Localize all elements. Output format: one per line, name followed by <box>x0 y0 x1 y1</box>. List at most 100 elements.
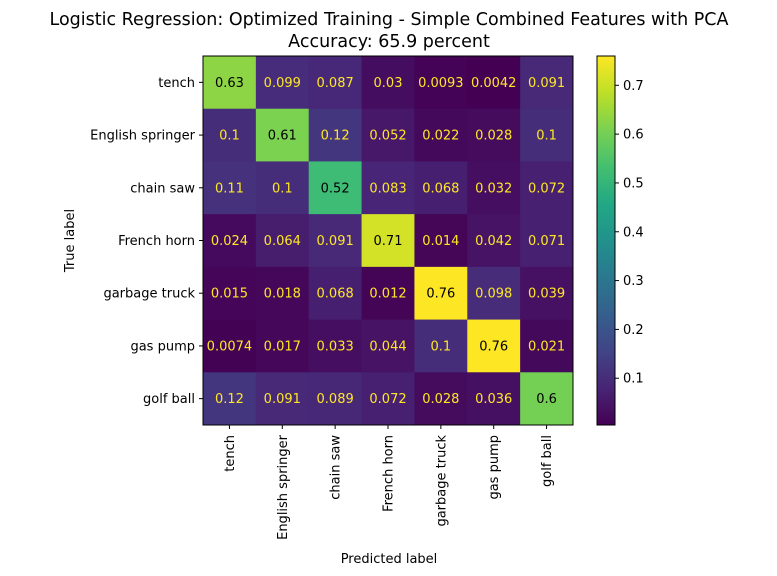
y-tick-label: chain saw <box>130 181 195 196</box>
colorbar-tick-label: 0.5 <box>623 176 644 191</box>
heatmap-cell <box>203 319 257 373</box>
x-tick-label: English springer <box>276 434 291 540</box>
x-tick-label: tench <box>223 435 238 472</box>
heatmap-cell <box>361 56 415 110</box>
heatmap-cell <box>203 161 257 215</box>
heatmap-cell <box>255 161 310 215</box>
heatmap-cell <box>308 161 363 215</box>
heatmap-cell <box>203 372 257 426</box>
cell-value-label: 0.1 <box>431 339 452 354</box>
cell-value-label: 0.028 <box>422 392 459 407</box>
cell-value-label: 0.064 <box>264 234 301 249</box>
cell-value-label: 0.098 <box>475 287 512 302</box>
cell-value-label: 0.039 <box>528 287 565 302</box>
heatmap-cells: 0.63 0.099 0.087 0.03 0.0093 0.0042 0.091 0.1 0.… <box>203 56 574 426</box>
heatmap-cell <box>255 319 310 373</box>
cell-value-label: 0.099 <box>264 76 301 91</box>
y-tick-label: gas pump <box>130 339 195 354</box>
x-tick-label: gas pump <box>487 435 502 500</box>
heatmap-cell <box>255 56 310 110</box>
chart-title: Logistic Regression: Optimized Training … <box>50 10 729 30</box>
chart-subtitle: Accuracy: 65.9 percent <box>288 32 490 52</box>
cell-value-label: 0.068 <box>317 287 354 302</box>
heatmap-cell <box>308 108 363 162</box>
x-tick-label: garbage truck <box>434 435 449 527</box>
heatmap-cell <box>203 56 257 110</box>
heatmap-cell <box>520 372 574 426</box>
heatmap-cell <box>308 266 363 321</box>
heatmap-cell <box>520 108 574 162</box>
heatmap-cell <box>308 372 363 426</box>
heatmap-cell <box>308 56 363 110</box>
heatmap-cell <box>255 372 310 426</box>
heatmap-cell <box>467 56 521 110</box>
colorbar-tick-label: 0.4 <box>623 225 644 240</box>
heatmap-cell <box>203 108 257 162</box>
cell-value-label: 0.083 <box>369 181 406 196</box>
cell-value-label: 0.015 <box>211 287 248 302</box>
cell-value-label: 0.0042 <box>471 76 517 91</box>
cell-value-label: 0.03 <box>374 76 403 91</box>
cell-value-label: 0.12 <box>215 392 244 407</box>
cell-value-label: 0.12 <box>321 129 350 144</box>
cell-value-label: 0.76 <box>479 339 508 354</box>
heatmap-cell <box>520 266 574 321</box>
heatmap-cell <box>520 56 574 110</box>
cell-value-label: 0.072 <box>528 181 565 196</box>
cell-value-label: 0.014 <box>422 234 459 249</box>
heatmap-cell <box>414 214 468 268</box>
heatmap-cell <box>255 214 310 268</box>
y-tick-label: garbage truck <box>103 287 195 302</box>
cell-value-label: 0.032 <box>475 181 512 196</box>
colorbar <box>596 55 616 426</box>
heatmap-cell <box>255 108 310 162</box>
cell-value-label: 0.091 <box>264 392 301 407</box>
heatmap-cell <box>467 266 521 321</box>
cell-value-label: 0.012 <box>369 287 406 302</box>
y-tick-label: tench <box>158 76 195 91</box>
x-tick-label: chain saw <box>329 435 344 500</box>
cell-value-label: 0.6 <box>536 392 557 407</box>
heatmap-cell <box>520 319 574 373</box>
cell-value-label: 0.022 <box>422 129 459 144</box>
x-axis-ticks: tench English springer chain saw French hor… <box>223 425 555 540</box>
heatmap-cell <box>467 161 521 215</box>
cell-value-label: 0.63 <box>215 76 244 91</box>
cell-value-label: 0.036 <box>475 392 512 407</box>
heatmap-cell <box>361 266 415 321</box>
heatmap-cell <box>414 161 468 215</box>
cell-value-label: 0.091 <box>317 234 354 249</box>
cell-value-label: 0.091 <box>528 76 565 91</box>
cell-value-label: 0.0074 <box>207 339 253 354</box>
cell-value-label: 0.017 <box>264 339 301 354</box>
heatmap-cell <box>467 319 521 373</box>
y-tick-label: golf ball <box>143 392 195 407</box>
colorbar-tick-label: 0.6 <box>623 128 644 143</box>
cell-value-label: 0.068 <box>422 181 459 196</box>
cell-value-label: 0.072 <box>369 392 406 407</box>
colorbar-tick-label: 0.2 <box>623 323 644 338</box>
heatmap-cell <box>467 372 521 426</box>
heatmap-cell <box>520 161 574 215</box>
cell-value-label: 0.76 <box>426 287 455 302</box>
heatmap-cell <box>308 214 363 268</box>
heatmap-cell <box>467 214 521 268</box>
heatmap-cell <box>361 372 415 426</box>
colorbar-tick-label: 0.1 <box>623 372 644 387</box>
cell-value-label: 0.52 <box>321 181 350 196</box>
heatmap-cell <box>308 319 363 373</box>
cell-value-label: 0.71 <box>374 234 403 249</box>
x-tick-label: golf ball <box>540 435 555 487</box>
heatmap-cell <box>414 319 468 373</box>
y-tick-label: French horn <box>118 234 195 249</box>
heatmap-cell <box>520 214 574 268</box>
y-tick-label: English springer <box>90 129 196 144</box>
cell-value-label: 0.1 <box>219 129 240 144</box>
heatmap-cell <box>203 266 257 321</box>
colorbar-ticks: 0.1 0.2 0.3 0.4 0.5 0.6 0.7 <box>615 79 644 387</box>
heatmap-cell <box>361 161 415 215</box>
heatmap-cell <box>414 266 468 321</box>
colorbar-tick-label: 0.3 <box>623 274 644 289</box>
cell-value-label: 0.024 <box>211 234 248 249</box>
